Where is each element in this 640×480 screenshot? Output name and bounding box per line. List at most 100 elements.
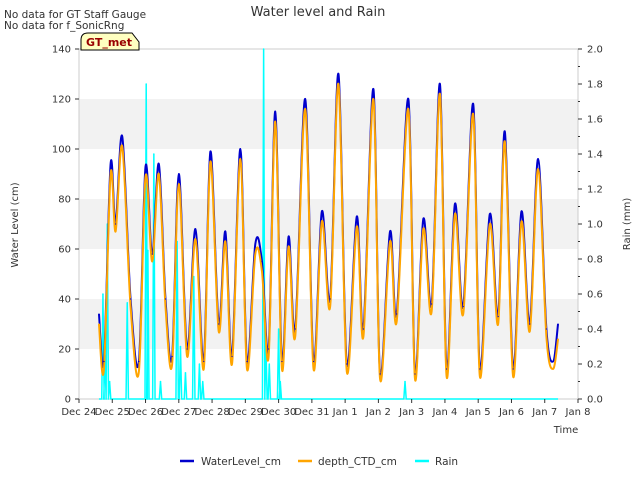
y-tick-label: 60 <box>58 245 71 256</box>
waterlevel-point <box>203 360 205 363</box>
depth-point <box>321 220 323 223</box>
x-tick-label: Dec 28 <box>194 407 229 418</box>
waterlevel-point <box>407 98 409 100</box>
x-tick-label: Dec 25 <box>95 407 130 418</box>
waterlevel-point <box>151 253 153 255</box>
waterlevel-point <box>224 230 226 233</box>
waterlevel-point <box>239 148 241 150</box>
rain-point <box>198 363 201 365</box>
waterlevel-point <box>520 210 523 213</box>
waterlevel-point <box>158 163 160 165</box>
depth-point <box>407 108 409 110</box>
waterlevel-point <box>422 218 424 220</box>
waterlevel-point <box>138 360 140 363</box>
rain-point <box>179 345 182 348</box>
rain-point <box>153 153 155 155</box>
depth-point <box>239 158 241 160</box>
y2-tick-label: 1.4 <box>587 150 603 161</box>
waterlevel-point <box>512 368 514 370</box>
depth-point <box>186 355 188 358</box>
y-tick-label: 40 <box>58 295 71 306</box>
depth-point <box>312 368 315 370</box>
x-axis-label: Time <box>553 425 578 436</box>
depth-point <box>414 378 416 380</box>
x-tick-label: Jan 3 <box>398 407 424 418</box>
waterlevel-point <box>431 303 433 305</box>
legend-label-rain: Rain <box>435 456 458 468</box>
waterlevel-point <box>439 83 441 85</box>
depth-point <box>552 368 554 370</box>
depth-point <box>98 323 100 325</box>
depth-point <box>337 83 340 85</box>
depth-point <box>178 183 180 185</box>
depth-point <box>231 363 233 365</box>
x-tick-label: Jan 4 <box>431 407 457 418</box>
legend-label-depth: depth_CTD_cm <box>318 456 397 468</box>
depth-point <box>379 378 381 380</box>
y2-tick-label: 1.0 <box>587 220 603 231</box>
x-tick-label: Dec 24 <box>61 407 96 418</box>
waterlevel-point <box>552 360 554 363</box>
y-tick-label: 120 <box>52 95 71 106</box>
legend: WaterLevel_cm depth_CTD_cm Rain <box>180 456 458 468</box>
gt-met-badge-label: GT_met <box>86 36 132 49</box>
y-tick-label: 0 <box>65 395 71 406</box>
waterlevel-point <box>254 243 256 245</box>
depth-point <box>246 368 248 370</box>
waterlevel-point <box>129 298 132 300</box>
waterlevel-point <box>312 360 315 363</box>
x-tick-label: Jan 7 <box>531 407 557 418</box>
depth-point <box>218 330 220 333</box>
waterlevel-point <box>98 313 100 315</box>
depth-point <box>224 240 226 243</box>
waterlevel-point <box>462 305 464 308</box>
waterlevel-point <box>287 235 290 238</box>
x-tick-label: Jan 1 <box>332 407 358 418</box>
x-tick-label: Dec 26 <box>128 407 163 418</box>
chart-title: Water level and Rain <box>251 5 386 20</box>
depth-point <box>261 270 263 273</box>
waterlevel-point <box>268 348 270 350</box>
depth-point <box>151 260 153 263</box>
grid-band <box>79 349 578 399</box>
depth-point <box>372 98 375 100</box>
depth-point <box>346 370 348 373</box>
depth-point <box>479 375 481 378</box>
y-axis-right: 0.0 0.2 0.4 0.6 0.8 1.0 1.2 1.4 1.6 1.8 2.0 <box>578 45 603 406</box>
grid-band <box>79 99 578 149</box>
y-axis-left: 0 20 40 60 80 100 120 140 <box>52 45 79 406</box>
depth-point <box>138 370 140 373</box>
waterlevel-point <box>445 368 448 370</box>
depth-point <box>472 113 474 115</box>
waterlevel-point <box>246 360 248 363</box>
waterlevel-point <box>497 315 499 318</box>
x-tick-label: Jan 5 <box>465 407 491 418</box>
rain-point <box>404 380 406 383</box>
waterlevel-point <box>294 328 296 330</box>
depth-point <box>287 245 290 248</box>
y-axis-label: Water Level (cm) <box>10 182 21 267</box>
y2-tick-label: 0.4 <box>587 325 603 336</box>
x-tick-label: Jan 6 <box>498 407 524 418</box>
waterlevel-point <box>356 215 358 218</box>
depth-point <box>254 253 256 255</box>
depth-point <box>362 335 365 338</box>
waterlevel-point <box>396 313 398 315</box>
rain-point <box>147 249 149 252</box>
waterlevel-point <box>261 260 263 263</box>
depth-point <box>497 323 499 325</box>
rain-point <box>145 83 147 85</box>
depth-point <box>356 225 358 228</box>
rain-point <box>159 380 162 383</box>
waterlevel-point <box>194 228 197 230</box>
waterlevel-point <box>545 328 547 330</box>
depth-point <box>529 330 531 333</box>
waterlevel-point <box>164 298 167 300</box>
y-tick-label: 80 <box>58 195 71 206</box>
y2-tick-label: 0.8 <box>587 255 603 266</box>
waterlevel-point <box>114 223 117 225</box>
y2-tick-label: 1.2 <box>587 185 603 196</box>
waterlevel-point <box>121 135 123 138</box>
